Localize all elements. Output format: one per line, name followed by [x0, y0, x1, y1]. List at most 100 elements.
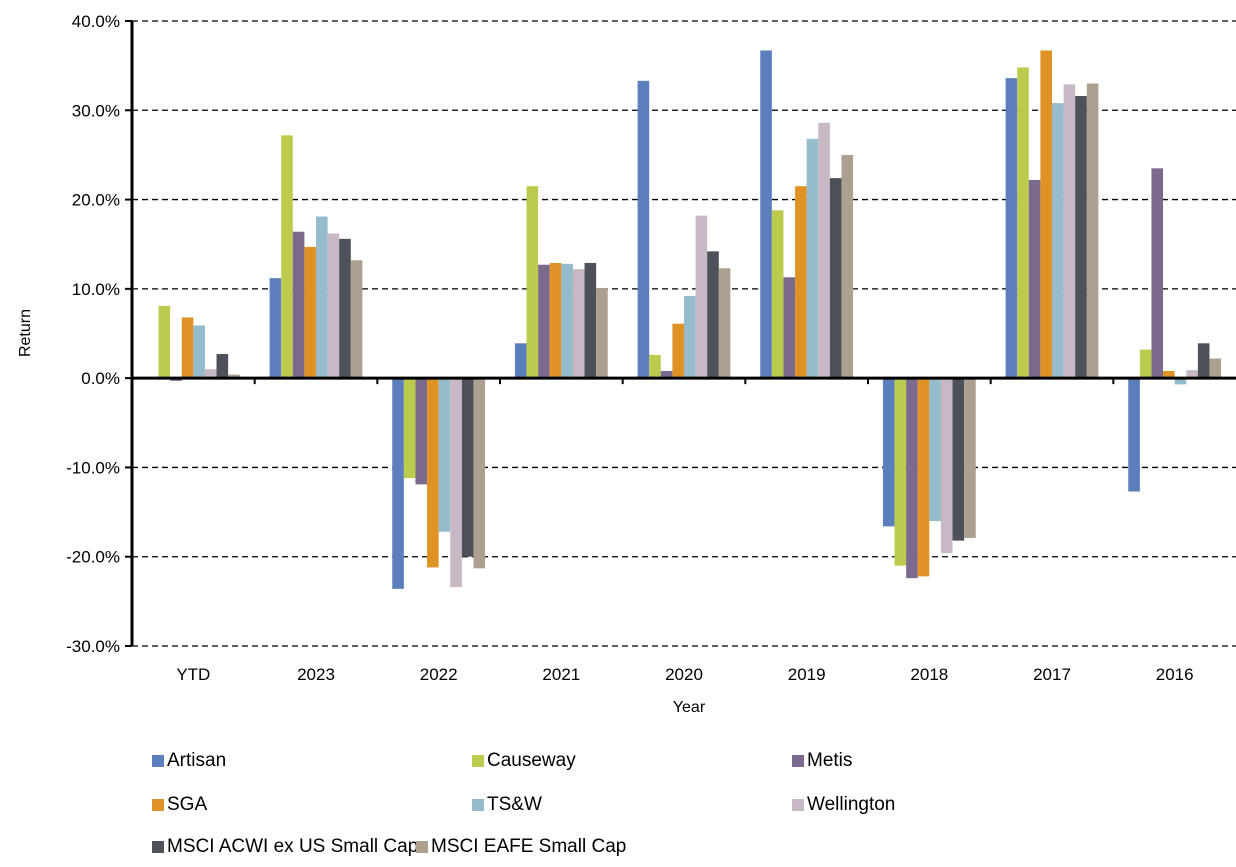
bar	[649, 354, 661, 379]
legend-label: Artisan	[167, 750, 227, 771]
bar	[1163, 371, 1175, 379]
legend-label: TS&W	[487, 794, 542, 815]
y-tick-label: -30.0%	[66, 637, 120, 656]
x-tick-label: 2016	[1156, 665, 1194, 684]
bar	[783, 277, 796, 379]
bar	[917, 378, 930, 577]
bar	[940, 378, 953, 554]
x-tick-label: 2017	[1033, 665, 1071, 684]
bar	[829, 178, 842, 379]
bar	[316, 216, 328, 379]
legend-swatch	[152, 755, 164, 767]
y-axis-title: Return	[17, 309, 34, 357]
y-tick-label: 0.0%	[81, 369, 120, 388]
bar	[584, 262, 597, 379]
bar	[1075, 96, 1087, 379]
bar	[181, 317, 194, 379]
bar	[561, 263, 573, 379]
legend-label: Metis	[807, 750, 853, 771]
bar	[1028, 179, 1041, 379]
bar	[514, 343, 527, 379]
legend-item: Artisan	[152, 750, 226, 772]
y-tick-labels: -30.0% -20.0% -10.0% 0.0% 10.0% 20.0% 30.0% 40.…	[66, 12, 120, 656]
y-tick-label: 10.0%	[72, 280, 120, 299]
x-tick-labels: YTD 2023 2022 2021 2020 2019 2018 2017 2016	[176, 665, 1193, 684]
bar	[1186, 370, 1198, 379]
legend-label: Wellington	[807, 794, 896, 815]
bar	[596, 287, 608, 379]
bar	[1005, 78, 1018, 379]
legend-item: MSCI EAFE Small Cap	[416, 836, 626, 858]
bar	[841, 154, 854, 379]
bar	[795, 186, 807, 379]
bar	[158, 305, 171, 379]
bar	[403, 378, 416, 479]
bar	[660, 371, 673, 379]
bars	[146, 50, 1222, 589]
y-tick-label: 20.0%	[72, 191, 120, 210]
bar	[1151, 168, 1164, 379]
x-tick-label: 2018	[910, 665, 948, 684]
bar	[1128, 378, 1140, 492]
legend-swatch	[472, 755, 484, 767]
bar	[228, 374, 240, 379]
y-tick-label: 40.0%	[72, 12, 120, 31]
legend-item: Wellington	[792, 794, 895, 816]
legend-swatch	[792, 799, 804, 811]
bar	[1209, 358, 1222, 379]
bar	[1197, 343, 1210, 379]
legend-label: SGA	[167, 794, 208, 815]
x-tick-label: YTD	[176, 665, 210, 684]
legend-item: Metis	[792, 750, 852, 772]
bar	[193, 325, 205, 379]
legend-swatch	[152, 799, 164, 811]
bar	[952, 378, 965, 541]
bar	[327, 233, 340, 379]
bar	[695, 215, 708, 379]
bar	[707, 251, 719, 379]
bar	[450, 378, 462, 588]
bar	[818, 122, 830, 379]
y-tick-label: 30.0%	[72, 101, 120, 120]
bar	[637, 80, 650, 379]
bar	[415, 378, 428, 485]
bar	[438, 378, 451, 532]
legend-swatch	[792, 755, 804, 767]
legend-label: Causeway	[487, 750, 576, 771]
bar	[204, 369, 217, 379]
bar	[929, 378, 941, 521]
bar	[1086, 83, 1099, 379]
bar	[549, 262, 562, 379]
x-tick-label: 2021	[542, 665, 580, 684]
bar	[760, 50, 772, 379]
bar	[269, 278, 282, 379]
bar	[281, 135, 293, 379]
bar	[672, 323, 684, 379]
bar	[216, 354, 229, 379]
bar	[304, 246, 316, 379]
bar	[339, 238, 351, 379]
legend-item: MSCI ACWI ex US Small Cap	[152, 836, 418, 858]
bar	[771, 210, 784, 379]
bar	[718, 268, 731, 379]
x-tick-label: 2022	[420, 665, 458, 684]
bar	[292, 231, 305, 379]
legend-swatch	[152, 841, 164, 853]
bar	[684, 296, 696, 379]
x-axis-title: Year	[673, 699, 706, 716]
bar	[1139, 349, 1152, 379]
bar	[538, 264, 550, 379]
x-tick-label: 2023	[297, 665, 335, 684]
bar	[1040, 50, 1052, 379]
legend-swatch	[472, 799, 484, 811]
legend-item: TS&W	[472, 794, 542, 816]
legend-item: SGA	[152, 794, 207, 816]
x-tick-label: 2019	[788, 665, 826, 684]
bar	[1017, 67, 1029, 379]
y-tick-label: -10.0%	[66, 458, 120, 477]
bar	[427, 378, 439, 568]
bar	[350, 260, 363, 379]
bar	[473, 378, 486, 569]
